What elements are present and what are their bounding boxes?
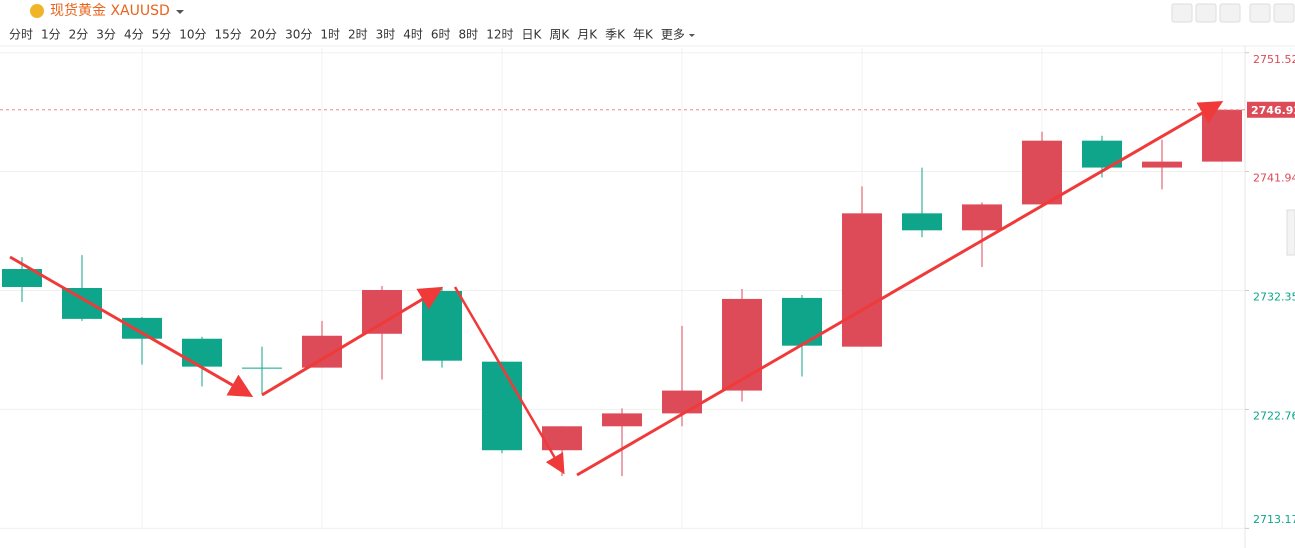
period-tab[interactable]: 季K — [605, 28, 626, 42]
period-tab[interactable]: 10分 — [179, 28, 206, 42]
y-tick-label: 2722.76 — [1253, 409, 1295, 422]
y-tick-label: 2732.35 — [1253, 290, 1295, 303]
y-tick-label: 2741.94 — [1253, 172, 1295, 185]
period-tab[interactable]: 年K — [633, 28, 654, 42]
gold-icon — [30, 4, 44, 18]
candle-body — [902, 213, 942, 231]
candle-body — [1022, 140, 1062, 205]
period-tab[interactable]: 20分 — [250, 28, 277, 42]
period-tab[interactable]: 分时 — [9, 28, 33, 42]
period-tab[interactable]: 4时 — [403, 28, 423, 42]
v-grid — [141, 48, 1223, 528]
tool-button[interactable] — [1219, 3, 1241, 23]
candle-body — [482, 361, 522, 451]
last-price-label: 2746.92 — [1251, 104, 1295, 117]
y-tick-label: 2713.17 — [1253, 513, 1295, 526]
candle-body — [242, 367, 282, 369]
candle-body — [62, 288, 102, 319]
period-tab[interactable]: 8时 — [459, 28, 479, 42]
period-tab[interactable]: 12时 — [486, 28, 513, 42]
candle-body — [1202, 109, 1242, 162]
candle-body — [422, 290, 462, 361]
period-tab[interactable]: 3分 — [96, 28, 116, 42]
side-handle[interactable] — [1286, 209, 1295, 256]
period-tab[interactable]: 月K — [577, 28, 598, 42]
tool-button[interactable] — [1171, 3, 1193, 23]
candle-body — [662, 390, 702, 414]
candle-body — [542, 426, 582, 451]
expand-button[interactable] — [1249, 3, 1271, 23]
period-tab[interactable]: 6时 — [431, 28, 451, 42]
period-tab[interactable]: 2时 — [348, 28, 368, 42]
period-tab[interactable]: 15分 — [215, 28, 242, 42]
candle-body — [842, 213, 882, 347]
period-tab[interactable]: 5分 — [152, 28, 172, 42]
period-bar: 分时 1分 2分 3分 4分 5分 10分 15分 20分 30分 1时 2时 3时 4时 6时 8时 12时日… — [9, 28, 695, 42]
last-price-box — [1247, 101, 1295, 118]
period-tab[interactable]: 1时 — [320, 28, 340, 42]
period-tab[interactable]: 周K — [549, 28, 570, 42]
y-tick-label: 2751.52 — [1253, 53, 1295, 66]
period-tab[interactable]: 2分 — [69, 28, 89, 42]
tool-button[interactable] — [1195, 3, 1217, 23]
dropdown-icon[interactable] — [176, 10, 184, 14]
candle-body — [722, 298, 762, 391]
dropdown-icon[interactable] — [688, 34, 695, 37]
arrow — [453, 286, 565, 475]
candle-body — [122, 317, 162, 339]
plot — [0, 52, 1249, 529]
close-button[interactable] — [1273, 3, 1295, 23]
candle-body — [782, 297, 822, 346]
period-tab[interactable]: 日K — [521, 28, 542, 42]
arrow — [261, 286, 444, 397]
annotations — [9, 100, 1224, 477]
arrow — [9, 255, 254, 397]
period-tab[interactable]: 1分 — [41, 28, 61, 42]
period-tab[interactable]: 3时 — [376, 28, 396, 42]
candle-body — [2, 269, 42, 288]
candle-body — [362, 289, 402, 334]
chart-title[interactable]: 现货黄金 XAUUSD — [50, 2, 170, 19]
period-tab[interactable]: 4分 — [124, 28, 144, 42]
candle-body — [962, 204, 1002, 231]
candle-body — [602, 413, 642, 427]
arrow — [576, 100, 1224, 477]
candle-body — [1142, 161, 1182, 168]
toolbar — [1171, 3, 1295, 23]
period-tab[interactable]: 更多 — [661, 28, 685, 42]
candle-body — [182, 338, 222, 367]
period-tab[interactable]: 30分 — [285, 28, 312, 42]
